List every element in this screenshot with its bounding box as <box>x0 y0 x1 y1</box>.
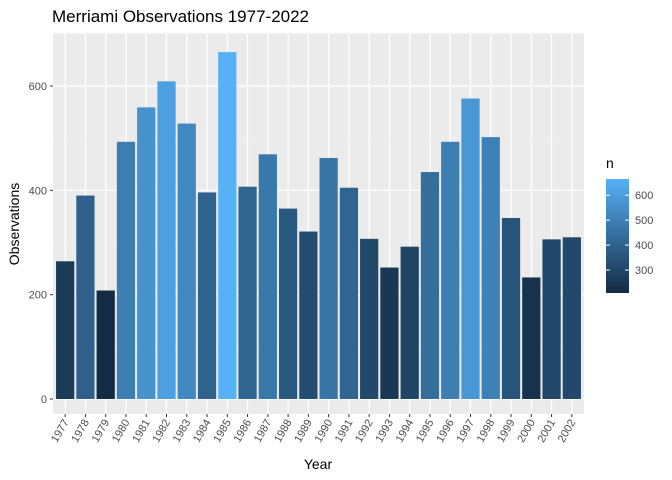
bar-1992 <box>360 238 379 399</box>
x-tick-label: 2002 <box>556 418 579 445</box>
bar-1994 <box>400 246 419 399</box>
legend-colorbar <box>606 179 629 293</box>
x-tick-label: 1986 <box>232 418 255 445</box>
x-tick-label: 1993 <box>373 418 396 445</box>
bar-1991 <box>339 187 359 399</box>
legend-tick-label: 400 <box>635 240 653 252</box>
bar-1977 <box>56 261 75 399</box>
bar-2002 <box>562 237 581 399</box>
x-tick-label: 1992 <box>353 418 376 445</box>
x-tick-label: 1978 <box>69 418 92 445</box>
y-tick-label: 200 <box>29 290 47 302</box>
x-tick-label: 1994 <box>394 418 417 445</box>
bar-1978 <box>76 195 95 399</box>
x-axis-ticks: 1977197819791980198119821983198419851986… <box>49 414 578 445</box>
x-tick-label: 2001 <box>536 418 559 445</box>
bar-1999 <box>501 217 521 399</box>
bar-1995 <box>420 172 440 399</box>
x-tick-label: 1980 <box>110 418 133 445</box>
y-tick-label: 600 <box>29 81 47 93</box>
x-tick-label: 1991 <box>333 418 356 445</box>
legend-tick-label: 600 <box>635 190 653 202</box>
bar-1997 <box>461 98 480 400</box>
bar-1983 <box>177 123 196 399</box>
bar-1988 <box>278 208 298 399</box>
x-tick-label: 1988 <box>272 418 295 445</box>
legend-tick-label: 300 <box>635 265 653 277</box>
x-tick-label: 1984 <box>191 418 214 445</box>
bar-1982 <box>157 81 176 400</box>
bar-1998 <box>481 137 500 399</box>
chart-title: Merriami Observations 1977-2022 <box>52 7 309 26</box>
bars <box>56 52 581 400</box>
x-tick-label: 1998 <box>475 418 498 445</box>
x-tick-label: 1987 <box>252 418 275 445</box>
legend-title: n <box>606 155 614 171</box>
bar-1985 <box>218 52 237 399</box>
y-axis-title: Observations <box>6 183 22 265</box>
x-tick-label: 1977 <box>49 418 72 445</box>
x-tick-label: 1979 <box>90 418 113 445</box>
bar-1986 <box>238 186 257 399</box>
x-tick-label: 1982 <box>150 418 173 445</box>
x-tick-label: 1989 <box>292 418 315 445</box>
bar-1979 <box>96 290 115 399</box>
color-legend: n 300 400 500 600 <box>606 155 653 293</box>
bar-1980 <box>116 141 136 399</box>
x-tick-label: 1990 <box>313 418 336 445</box>
x-tick-label: 1996 <box>434 418 457 445</box>
bar-1984 <box>197 192 217 399</box>
x-tick-label: 1997 <box>454 418 477 445</box>
x-tick-label: 1995 <box>414 418 437 445</box>
x-tick-label: 1999 <box>495 418 518 445</box>
legend-tick-label: 500 <box>635 215 653 227</box>
bar-1987 <box>258 154 277 399</box>
bar-1981 <box>137 107 156 399</box>
bar-2000 <box>522 277 541 399</box>
x-tick-label: 1981 <box>130 418 153 445</box>
y-tick-label: 400 <box>29 185 47 197</box>
bar-2001 <box>542 239 561 399</box>
bar-1996 <box>441 141 460 399</box>
bar-1989 <box>299 231 318 399</box>
x-tick-label: 1985 <box>211 418 234 445</box>
x-axis-title: Year <box>304 456 333 472</box>
x-tick-label: 2000 <box>515 418 538 445</box>
bar-1990 <box>319 157 338 399</box>
x-tick-label: 1983 <box>171 418 194 445</box>
bar-1993 <box>380 267 399 399</box>
y-axis-ticks: 0 200 400 600 <box>29 81 53 406</box>
y-tick-label: 0 <box>41 394 47 406</box>
